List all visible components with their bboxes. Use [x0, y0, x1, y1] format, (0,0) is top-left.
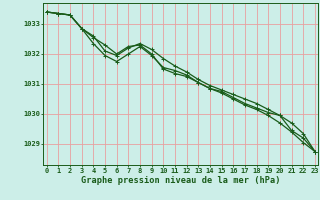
X-axis label: Graphe pression niveau de la mer (hPa): Graphe pression niveau de la mer (hPa)	[81, 176, 281, 185]
